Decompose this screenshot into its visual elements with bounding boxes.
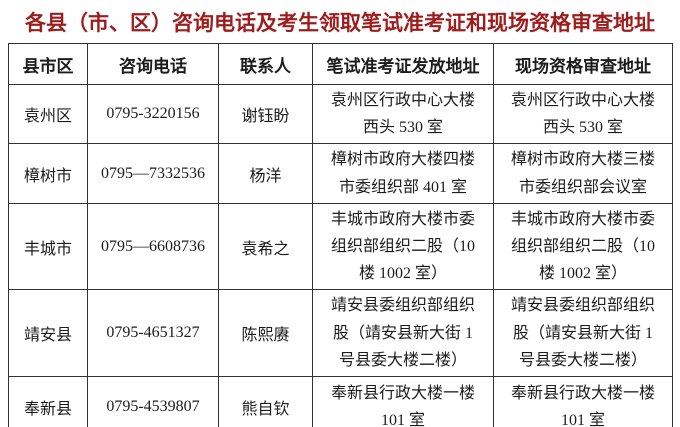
cell-contact: 谢钰盼 [218,83,313,145]
cell-review-address: 袁州区行政中心大楼 西头 530 室 [493,83,673,145]
cell-review-address: 奉新县行政大楼一楼 101 室 [493,375,673,427]
table-row: 丰城市 0795—6608736 袁希之 丰城市政府大楼市委 组织部组织二股（1… [8,202,673,291]
table-row: 靖安县 0795-4651327 陈熙赓 靖安县委组织部组织 股（靖安县新大街 … [8,289,673,377]
cell-phone: 0795-4539807 [87,375,219,427]
cell-exam-address: 奉新县行政大楼一楼 101 室 [312,375,494,427]
cell-review-address: 靖安县委组织部组织 股（靖安县新大街 1 号县委大楼二楼） [493,289,673,377]
cell-phone: 0795-3220156 [87,83,219,145]
table-row: 樟树市 0795—7332536 杨洋 樟树市政府大楼四楼 市委组织部 401 … [8,143,673,204]
contact-table: 县市区 咨询电话 联系人 笔试准考证发放地址 现场资格审查地址 袁州区 0795… [8,43,673,427]
cell-exam-address: 樟树市政府大楼四楼 市委组织部 401 室 [312,143,494,204]
header-district: 县市区 [8,43,88,85]
header-phone: 咨询电话 [87,43,219,85]
header-review-address: 现场资格审查地址 [493,43,673,85]
table-header-row: 县市区 咨询电话 联系人 笔试准考证发放地址 现场资格审查地址 [8,43,673,85]
table-row: 奉新县 0795-4539807 熊自钦 奉新县行政大楼一楼 101 室 奉新县… [8,375,673,427]
cell-district: 丰城市 [8,202,88,291]
table-row: 袁州区 0795-3220156 谢钰盼 袁州区行政中心大楼 西头 530 室 … [8,83,673,145]
cell-contact: 袁希之 [218,202,313,291]
cell-district: 樟树市 [8,143,88,204]
cell-review-address: 丰城市政府大楼市委 组织部组织二股（10 楼 1002 室） [493,202,673,291]
cell-contact: 陈熙赓 [218,289,313,377]
header-exam-address: 笔试准考证发放地址 [312,43,494,85]
cell-contact: 熊自钦 [218,375,313,427]
cell-exam-address: 袁州区行政中心大楼 西头 530 室 [312,83,494,145]
cell-contact: 杨洋 [218,143,313,204]
header-contact: 联系人 [218,43,313,85]
cell-phone: 0795—7332536 [87,143,219,204]
cell-district: 靖安县 [8,289,88,377]
cell-exam-address: 靖安县委组织部组织 股（靖安县新大街 1 号县委大楼二楼） [312,289,494,377]
cell-district: 奉新县 [8,375,88,427]
cell-district: 袁州区 [8,83,88,145]
cell-exam-address: 丰城市政府大楼市委 组织部组织二股（10 楼 1002 室） [312,202,494,291]
cell-phone: 0795—6608736 [87,202,219,291]
page-title: 各县（市、区）咨询电话及考生领取笔试准考证和现场资格审查地址 [25,11,655,35]
cell-review-address: 樟树市政府大楼三楼 市委组织部会议室 [493,143,673,204]
cell-phone: 0795-4651327 [87,289,219,377]
